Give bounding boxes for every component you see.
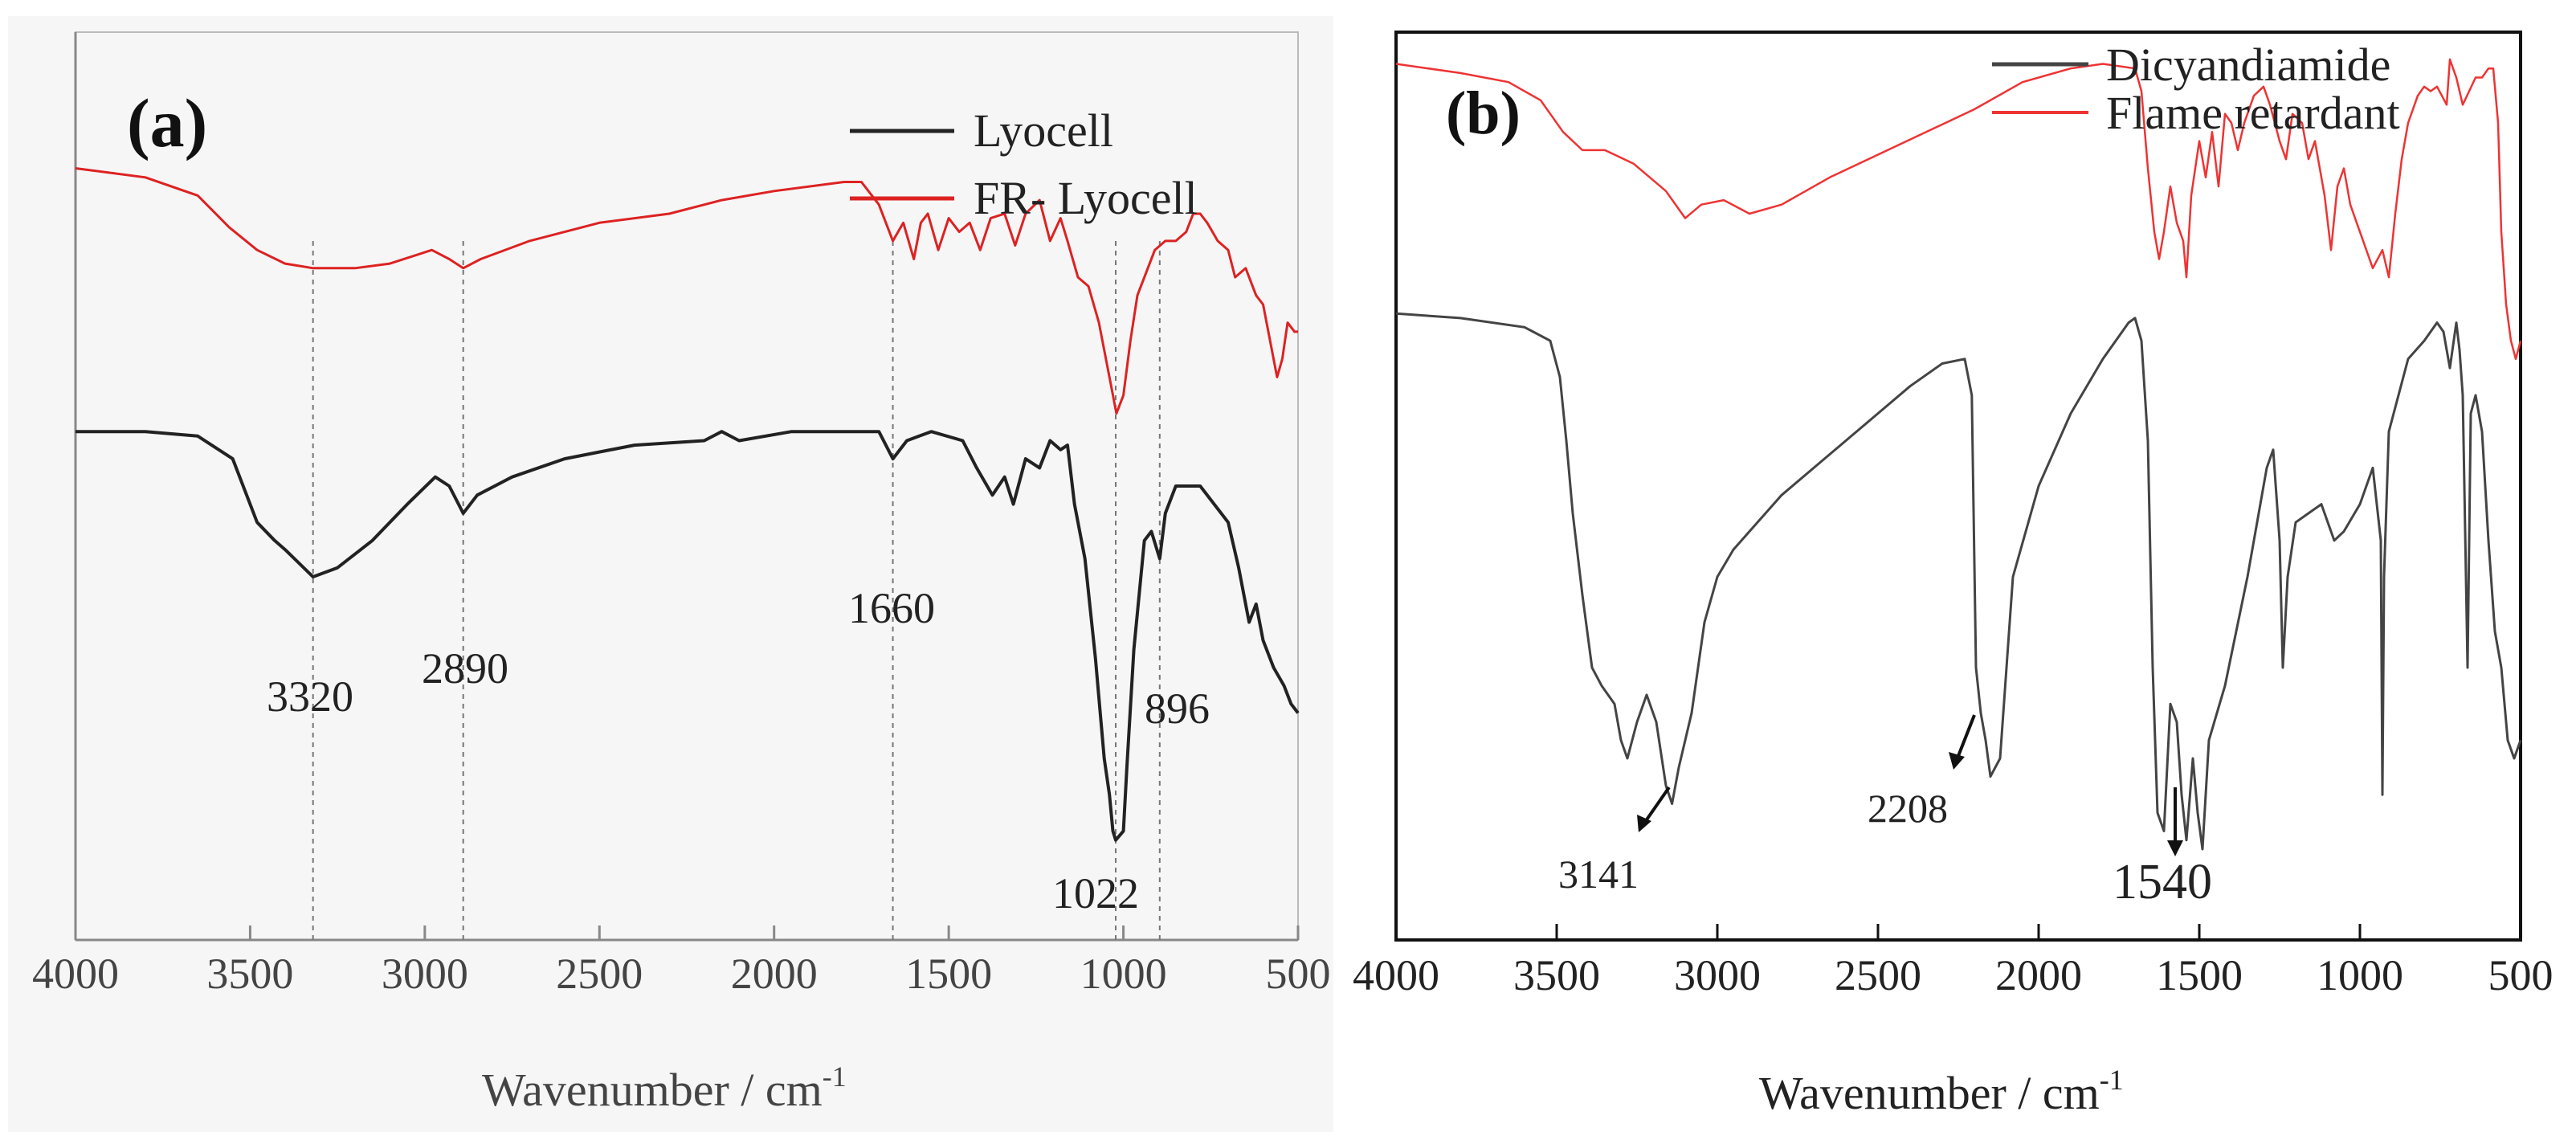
panel-a-annotation-896: 896: [1145, 684, 1210, 733]
panel-a-plot-frame: [75, 31, 1299, 941]
panel-a-series-lyocell: [76, 430, 1300, 842]
legend-label-fr-lyocell: FR- Lyocell: [974, 172, 1198, 224]
panel-b: 4000 3500 3000 2500 2000 1500 1000 500 (b) Dicy…: [1353, 31, 2554, 1119]
panel-a-annotation-1660: 1660: [848, 584, 935, 632]
panel-b-x-ticks: 4000 3500 3000 2500 2000 1500 1000 500: [1353, 924, 2554, 999]
panel-b-series: [1395, 58, 2522, 851]
panel-a-x-tick-label-1500: 1500: [905, 950, 992, 998]
panel-b-xlabel-text: Wavenumber / cm: [1759, 1067, 2100, 1119]
panel-b-legend: Dicyandiamide Flame retardant: [1992, 39, 2400, 139]
panel-b-x-tick-label-3000: 3000: [1674, 951, 1761, 999]
panel-a-label: (a): [127, 84, 207, 161]
panel-b-annotation-1540: 1540: [2113, 855, 2212, 909]
panel-b-annotation-3141: 3141: [1558, 852, 1639, 897]
legend-label-lyocell: Lyocell: [974, 104, 1113, 157]
panel-a-x-tick-label-3500: 3500: [206, 950, 293, 998]
panel-a-x-tick-label-2500: 2500: [556, 950, 643, 998]
panel-b-x-axis-title: Wavenumber / cm-1: [1759, 1064, 2124, 1119]
panel-b-x-tick-label-2500: 2500: [1835, 951, 1921, 999]
panel-b-x-tick-label-1000: 1000: [2317, 951, 2403, 999]
panel-a-annotation-3320: 3320: [267, 672, 353, 721]
panel-b-x-tick-label-500: 500: [2488, 951, 2554, 999]
panel-a-x-ticks: 4000 3500 3000 2500 2000 1500 1000 500: [32, 925, 1331, 998]
panel-b-annotation-arrow-3141: [1637, 786, 1671, 832]
panel-a: 4000 3500 3000 2500 2000 1500 1000 500 (a) Lyoc…: [32, 31, 1331, 1116]
panel-a-x-tick-label-3000: 3000: [382, 950, 468, 998]
panel-a-series: [75, 167, 1300, 842]
panel-a-xlabel-superscript: -1: [823, 1060, 847, 1093]
panel-a-x-tick-label-4000: 4000: [32, 950, 119, 998]
legend-label-flame-retardant: Flame retardant: [2106, 87, 2400, 139]
panel-a-xlabel-text: Wavenumber / cm: [482, 1064, 823, 1116]
panel-b-annotation-arrow-2208: [1949, 714, 1976, 770]
panel-a-series-fr-lyocell: [75, 167, 1298, 415]
panel-a-annotation-2890: 2890: [422, 644, 508, 693]
panel-b-annotation-2208: 2208: [1868, 786, 1948, 831]
panel-a-x-axis-title: Wavenumber / cm-1: [482, 1060, 847, 1116]
panel-a-background: [8, 16, 1333, 1132]
panel-b-x-tick-label-3500: 3500: [1513, 951, 1600, 999]
panel-b-xlabel-superscript: -1: [2100, 1064, 2124, 1096]
panel-b-x-tick-label-1500: 1500: [2156, 951, 2243, 999]
panel-b-label: (b): [1446, 80, 1521, 147]
panel-b-annotation-arrow-1540: [2167, 787, 2183, 856]
panel-a-x-tick-label-500: 500: [1266, 950, 1331, 998]
panel-a-annotation-1022: 1022: [1052, 869, 1139, 917]
panel-b-series-dicyandiamide: [1395, 312, 2522, 851]
panel-b-plot-frame: [1394, 31, 2522, 942]
panel-b-series-flame-retardant: [1395, 58, 2522, 361]
panel-a-legend: Lyocell FR- Lyocell: [850, 104, 1198, 224]
panel-b-x-tick-label-2000: 2000: [1995, 951, 2082, 999]
panel-b-x-tick-label-4000: 4000: [1353, 951, 1439, 999]
panel-a-x-tick-label-1000: 1000: [1080, 950, 1167, 998]
panel-a-reference-lines: [312, 241, 1161, 940]
panel-a-x-tick-label-2000: 2000: [731, 950, 818, 998]
legend-label-dicyandiamide: Dicyandiamide: [2106, 39, 2390, 91]
